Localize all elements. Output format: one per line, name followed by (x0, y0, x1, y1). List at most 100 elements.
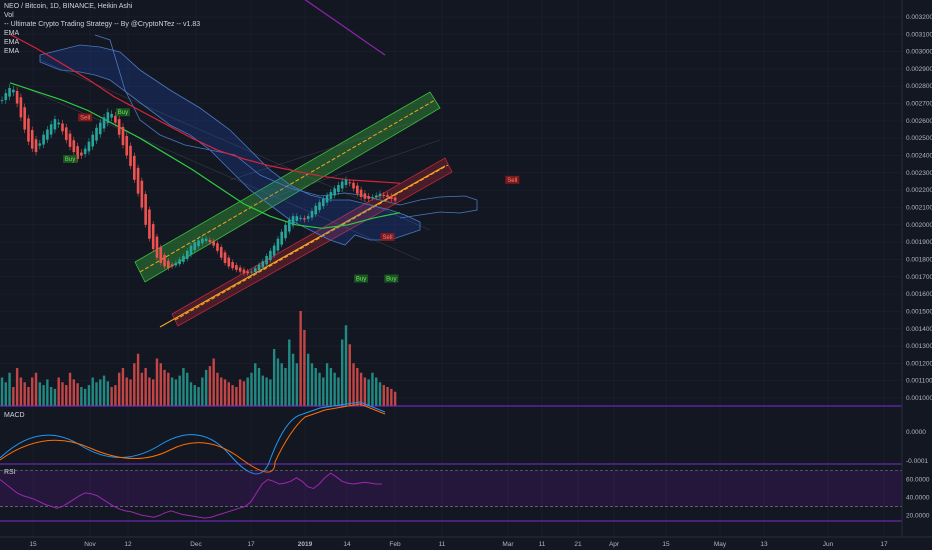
indicator-ema-3[interactable]: EMA (4, 48, 20, 55)
indicator-ema-2[interactable]: EMA (4, 39, 20, 46)
volume-bar (189, 382, 193, 406)
rsi-line (0, 472, 382, 519)
time-tick-label: 17 (247, 541, 255, 548)
volume-bar (291, 353, 295, 406)
signal-badge (354, 274, 369, 283)
signal-labels: Sell Buy Buy Sell Buy Buy Sell (63, 108, 520, 283)
volume-bar (220, 377, 223, 406)
volume-bar (12, 387, 15, 406)
volume-bar (257, 368, 261, 406)
price-tick-label: 0.002900 (906, 66, 932, 73)
candle-body (246, 271, 249, 274)
candle-body (114, 115, 117, 123)
red-channel-midline (174, 164, 449, 321)
time-tick-label: May (714, 541, 727, 548)
candle-body (333, 188, 336, 196)
volume-bar (352, 363, 355, 406)
volume-bar (250, 372, 253, 406)
indicator-vol[interactable]: Vol (4, 12, 14, 19)
time-axis[interactable]: 15 Nov 12 Dec 17 2019 14 Feb 11 Mar 11 21 Apr 15 May 13… (0, 536, 932, 550)
volume-bar (333, 372, 336, 406)
candle-body (303, 218, 306, 220)
volume-bar (386, 387, 389, 406)
volume-bar (265, 377, 268, 406)
candle-body (19, 97, 23, 118)
volume-bar (284, 368, 287, 406)
volume-bar (167, 372, 170, 406)
candle-body (102, 117, 106, 129)
volume-bar (133, 363, 136, 406)
price-tick-label: 0.001100 (906, 378, 932, 385)
volume-bar (31, 377, 34, 406)
time-tick-label: Mar (502, 541, 514, 548)
price-tick-label: 0.001300 (906, 343, 932, 350)
indicator-ema-1[interactable]: EMA (4, 30, 20, 37)
indicator-strategy[interactable]: -- Ultimate Crypto Trading Strategy -- B… (4, 21, 201, 28)
candle-body (8, 87, 11, 97)
volume-bar (117, 372, 121, 406)
volume-bar (310, 363, 314, 406)
candle-body (322, 198, 325, 207)
volume-bar (61, 382, 64, 406)
time-tick-label: 15 (29, 541, 37, 548)
candle-body (325, 195, 329, 203)
candle-body (393, 197, 397, 201)
volume-bar (359, 372, 363, 406)
volume-bar (80, 387, 83, 406)
price-tick-label: 0.003200 (906, 14, 932, 21)
volume-bar (295, 363, 299, 406)
candle-body (378, 193, 382, 197)
candle-body (95, 127, 98, 141)
candle-body (159, 247, 163, 263)
volume-bar (193, 385, 196, 406)
volume-bar (76, 383, 79, 406)
volume-bar (390, 388, 393, 406)
time-tick-label: 13 (760, 541, 768, 548)
volume-bar (280, 363, 283, 406)
candle-body (356, 185, 359, 194)
volume-bar (378, 382, 382, 406)
volume-bar (197, 387, 200, 406)
rsi-tick-label: 40.0000 (906, 494, 930, 501)
candle-body (0, 100, 4, 102)
cloud-span (94, 34, 478, 219)
volume-bar (344, 325, 348, 406)
volume-bar (95, 382, 98, 406)
volume-bar (136, 353, 140, 406)
candle-body (91, 134, 95, 147)
rsi-tick-label: 60.0000 (906, 476, 930, 483)
volume-bar (182, 368, 185, 406)
volume-bar (322, 377, 325, 406)
time-tick-label: Nov (84, 541, 96, 548)
volume-bar (325, 363, 329, 406)
candle-body (197, 240, 200, 247)
candle-body (219, 247, 223, 258)
volume-bar (0, 377, 4, 406)
volume-bar (87, 385, 91, 406)
volume-bar (231, 385, 234, 406)
volume-bar (68, 372, 72, 406)
grid-lines (0, 0, 902, 537)
volume-bar (144, 368, 147, 406)
candle-body (15, 90, 19, 104)
candle-body (348, 182, 352, 184)
volume-bar (53, 388, 57, 406)
candle-body (238, 267, 242, 272)
ichimoku-cloud (39, 34, 478, 246)
volume-bar (99, 379, 102, 406)
volume-bar (242, 381, 246, 406)
time-tick-label: Jun (823, 541, 834, 548)
candle-body (253, 268, 257, 272)
candle-body (284, 224, 287, 239)
price-axis[interactable]: 0.003200 0.003100 0.003000 0.002900 0.002800… (901, 0, 932, 537)
volume-bar (356, 368, 359, 406)
candle-body (329, 191, 333, 199)
symbol-title[interactable]: NEO / Bitcoin, 1D, BINANCE, Heikin Ashi (4, 3, 133, 10)
volume-bar (201, 377, 204, 406)
candle-body (231, 262, 234, 269)
price-tick-label: 0.001600 (906, 291, 932, 298)
volume-bar (152, 379, 155, 406)
candle-body (287, 219, 291, 232)
candle-body (306, 216, 310, 219)
